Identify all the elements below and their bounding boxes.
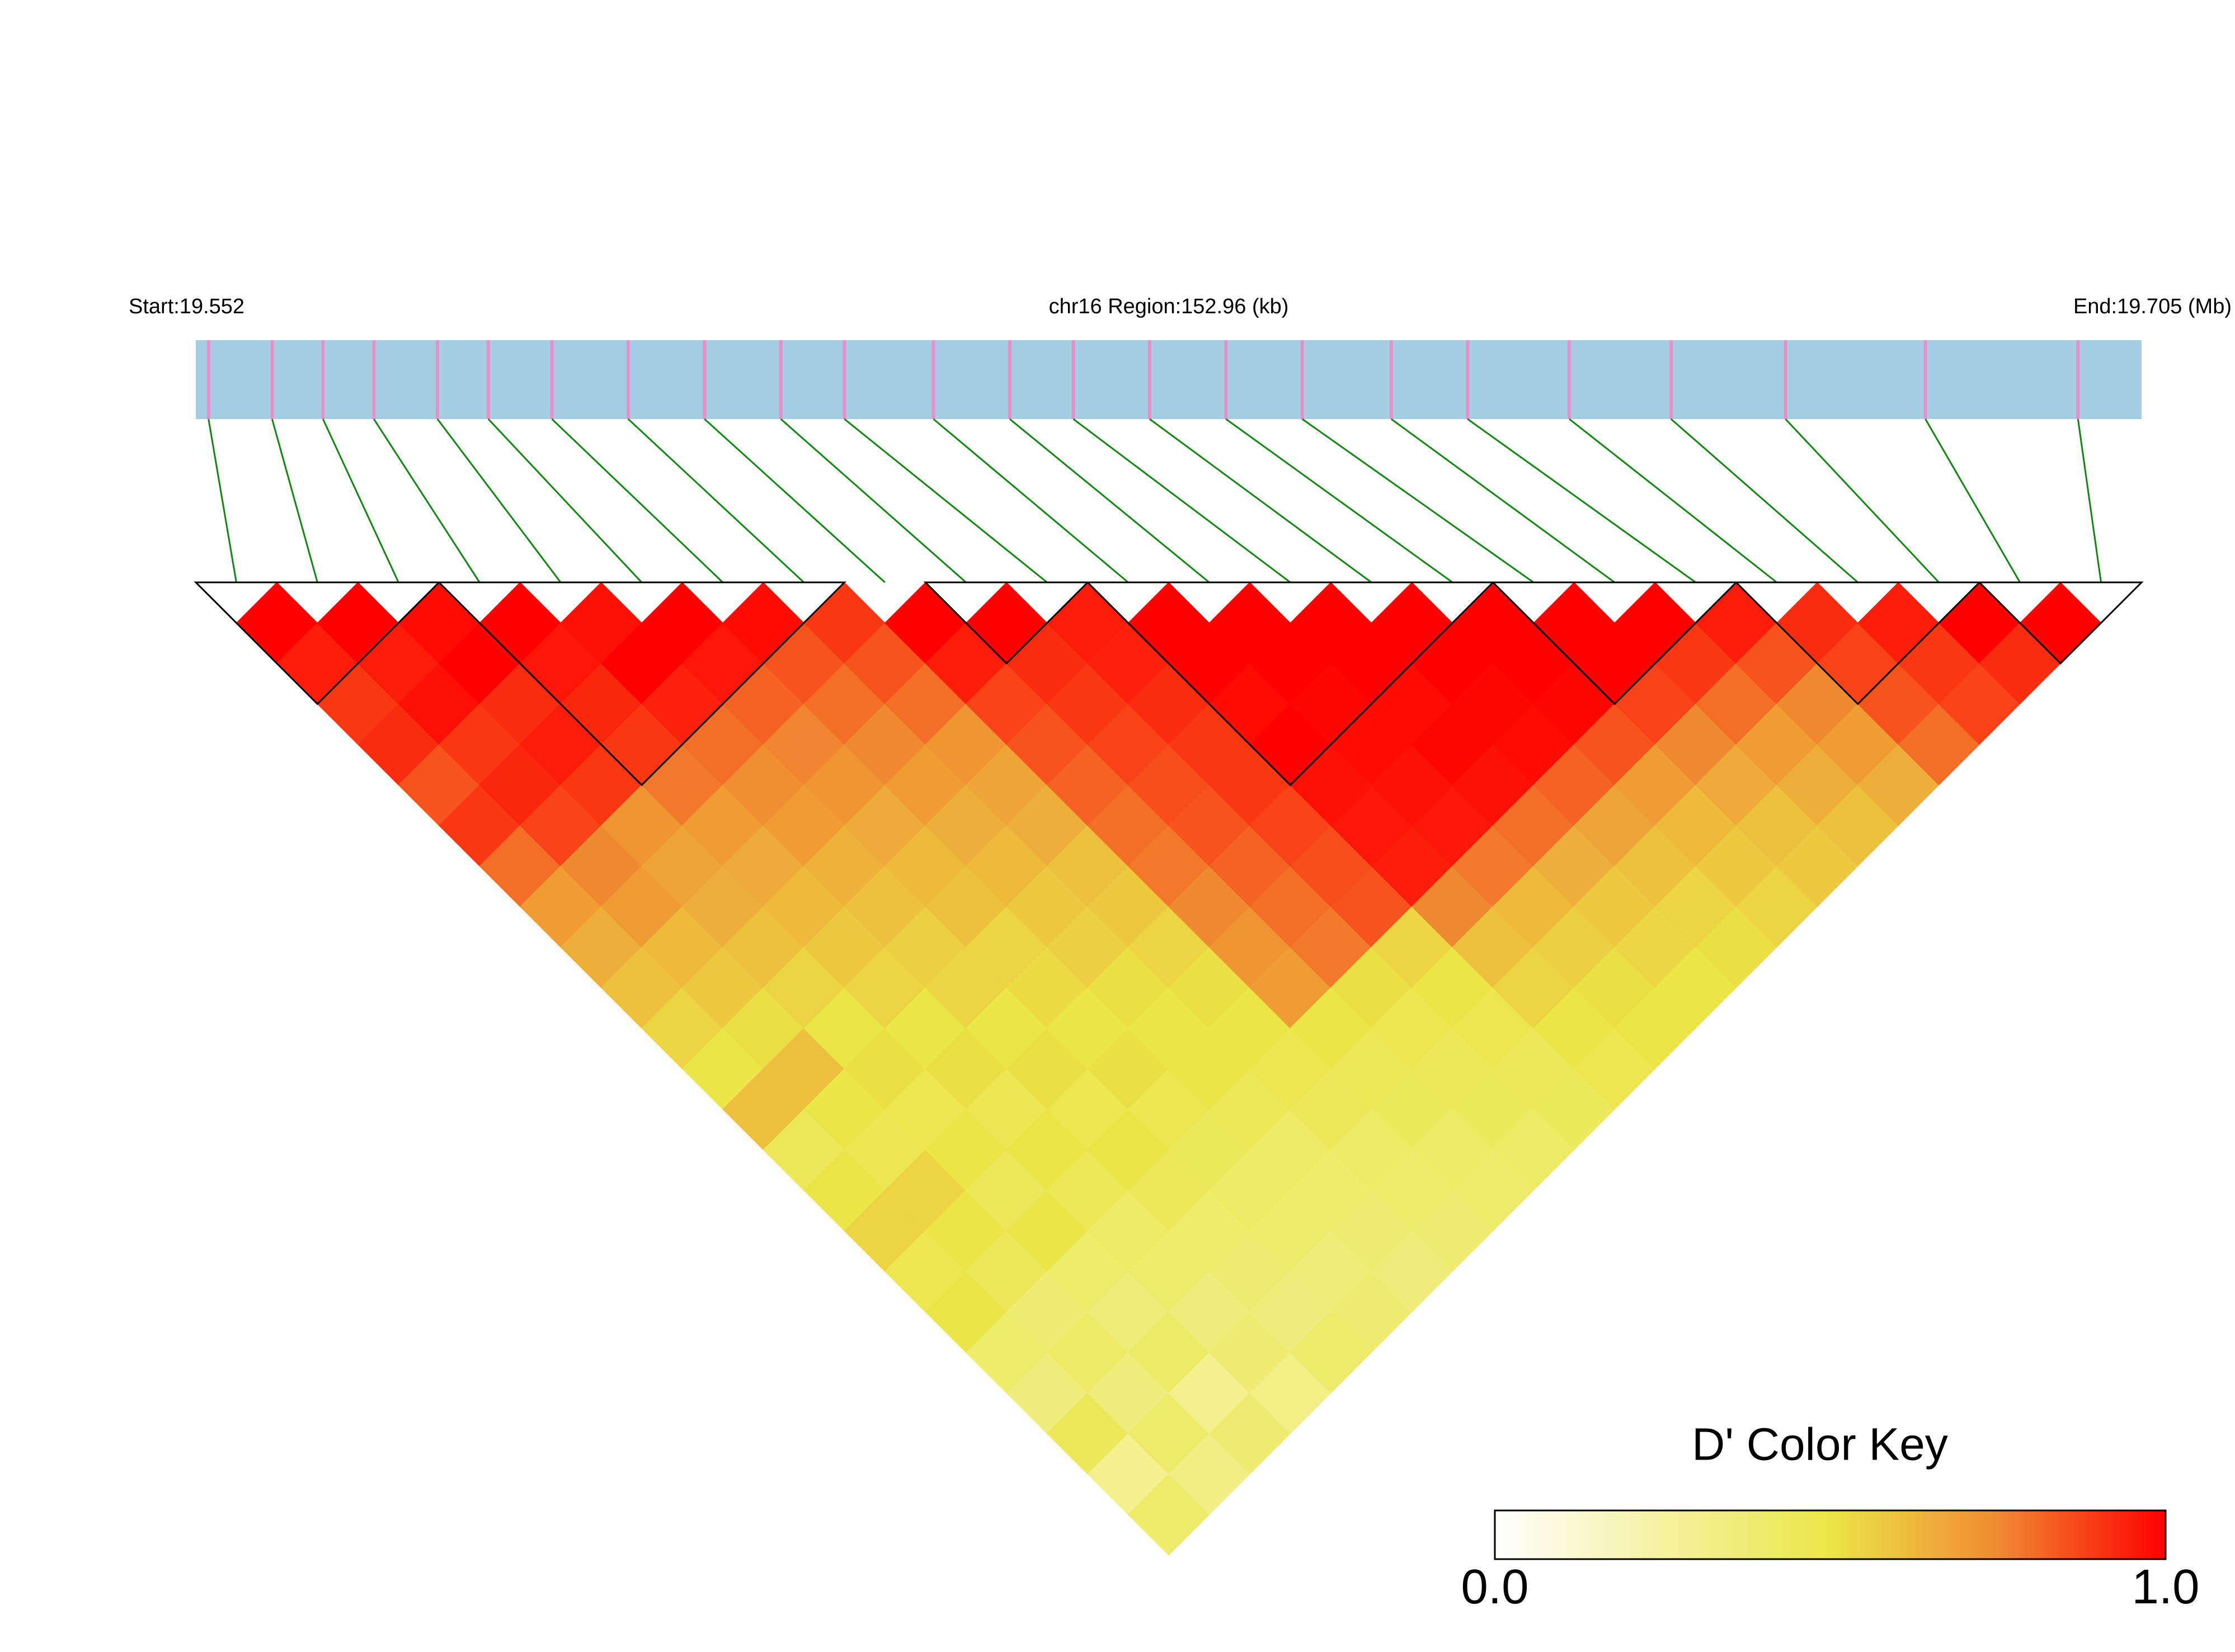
snp-link [1925, 418, 2021, 583]
colorbar-tick-label: 1.0 [2132, 1560, 2200, 1614]
snp-link [1009, 418, 1210, 583]
snp-link [844, 418, 1048, 583]
ld-block [194, 581, 441, 705]
snp-link [551, 418, 723, 583]
snp-link [627, 418, 804, 583]
snp-link [1785, 418, 1940, 583]
snp-link [933, 418, 1129, 583]
snp-link [1569, 418, 1777, 583]
ld-block [1491, 581, 1739, 705]
colorbar-tick-label: 0.0 [1461, 1560, 1529, 1614]
snp-bar [196, 340, 2142, 419]
snp-link [208, 418, 237, 583]
snp-link [2077, 418, 2102, 583]
snp-link [373, 418, 481, 583]
colorbar-title: D' Color Key [1692, 1419, 1948, 1470]
snp-link [436, 418, 562, 583]
ld-block [1977, 581, 2144, 665]
ld-block [923, 581, 1090, 665]
snp-link [704, 418, 886, 583]
snp-link [1072, 418, 1291, 583]
snp-link [1149, 418, 1372, 583]
ld-block [1734, 581, 1982, 705]
snp-link [322, 418, 399, 583]
snp-link [1390, 418, 1615, 583]
colorbar [1494, 1509, 2167, 1560]
snp-link [780, 418, 967, 583]
snp-link [271, 418, 318, 583]
heatmap [236, 582, 2102, 1556]
snp-link [1467, 418, 1696, 583]
snp-link [1670, 418, 1858, 583]
ld-block [1085, 581, 1495, 787]
snp-link [1225, 418, 1453, 583]
snp-link [1301, 418, 1534, 583]
snp-link [487, 418, 643, 583]
chart-title: chr16 Region:152.96 (kb) [1049, 295, 1289, 318]
ld-block [437, 581, 846, 787]
start-label: Start:19.552 [129, 295, 244, 318]
end-label: End:19.705 (Mb) [2073, 295, 2232, 318]
